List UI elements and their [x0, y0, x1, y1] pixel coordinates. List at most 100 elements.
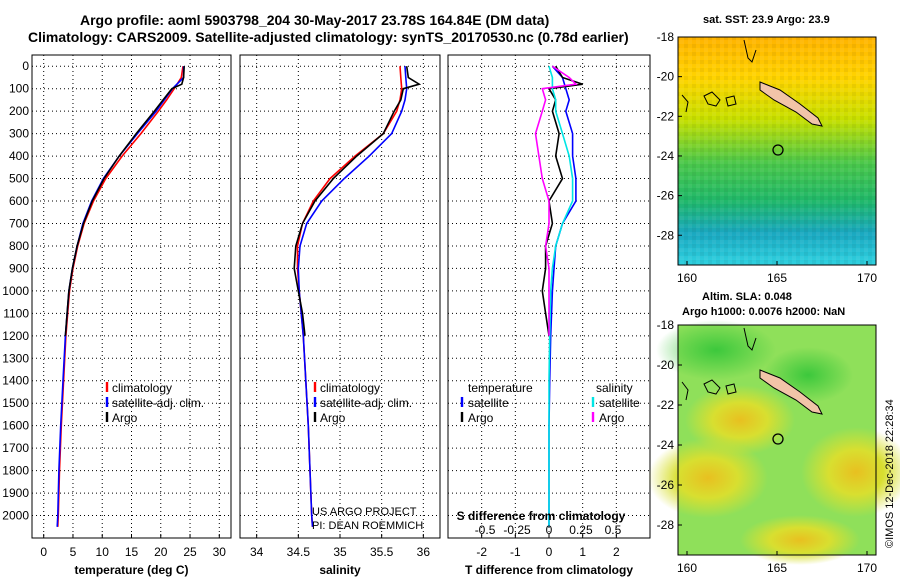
sla-map-axes: 160 165 170 -18 -20 -22 -24 -26 -28	[657, 318, 878, 575]
x-tick-label: 0	[546, 545, 553, 559]
salinity-panel: 34 34.5 35 35.5 36 salinity climatologysatelli…	[239, 54, 441, 577]
x-axis-label: salinity	[319, 563, 361, 577]
sla-map-title-2: Argo h1000: 0.0076 h2000: NaN	[682, 306, 845, 318]
sla-blob-southeast	[801, 427, 900, 517]
map-y-tick-label: -26	[657, 189, 675, 203]
depth-tick-label: 200	[9, 104, 29, 118]
map-y-tick-label: -22	[657, 398, 675, 412]
map-x-tick-label: 170	[857, 561, 877, 575]
series-line-argo	[293, 66, 422, 336]
sla-coastline	[681, 327, 757, 401]
sst-texture	[678, 37, 876, 265]
depth-tick-label: 400	[9, 149, 29, 163]
sst-argo-marker	[772, 144, 784, 156]
x-tick-label: -2	[476, 545, 487, 559]
x-tick-label: 5	[70, 545, 77, 559]
map-x-tick-label: 160	[677, 561, 697, 575]
legend-label: satellite-adj. clim.	[112, 396, 204, 410]
s-tick-label: 0.5	[605, 523, 622, 537]
x-axis-label-top: S difference from climatology	[457, 509, 626, 523]
depth-tick-label: 1000	[2, 284, 29, 298]
x-tick-label: 34.5	[287, 545, 311, 559]
sla-blob-north	[656, 320, 776, 380]
depth-tick-label: 900	[9, 261, 29, 275]
legend-label: Argo	[320, 411, 346, 425]
legend-label: Argo	[112, 411, 138, 425]
x-tick-label: 35.5	[370, 545, 394, 559]
depth-tick-label: 0	[22, 59, 29, 73]
depth-tick-label: 100	[9, 82, 29, 96]
sst-map	[678, 37, 876, 265]
sla-blob-south	[740, 515, 860, 565]
legend-title-salinity: salinity	[596, 381, 633, 395]
x-axis-label: T difference from climatology	[465, 563, 633, 577]
sst-map-title: sat. SST: 23.9 Argo: 23.9	[703, 14, 830, 26]
map-y-tick-label: -20	[657, 358, 675, 372]
series-line-s-satellite	[548, 65, 574, 527]
legend-label: Argo	[599, 411, 625, 425]
map-y-tick-label: -22	[657, 109, 675, 123]
x-tick-label: 2	[613, 545, 620, 559]
series-line-satellite-adj-clim-	[297, 66, 408, 527]
x-tick-label: 1	[579, 545, 586, 559]
depth-tick-label: 300	[9, 127, 29, 141]
series-line-s-argo	[534, 65, 578, 336]
sla-blob-center	[763, 347, 853, 403]
series-line-t-argo	[541, 65, 583, 336]
depth-tick-label: 800	[9, 239, 29, 253]
depth-tick-label: 700	[9, 216, 29, 230]
x-tick-label: 0	[40, 545, 47, 559]
title-line-1: Argo profile: aoml 5903798_204 30-May-20…	[80, 12, 549, 28]
x-tick-label: 10	[96, 545, 110, 559]
depth-tick-label: 500	[9, 172, 29, 186]
s-tick-label: 0.25	[569, 523, 593, 537]
depth-tick-label: 1400	[2, 374, 29, 388]
difference-panel: -2 -1 0 1 2 T difference from climatology temp…	[447, 54, 651, 577]
depth-tick-label: 1800	[2, 464, 29, 478]
x-tick-label: 30	[213, 545, 227, 559]
map-y-tick-label: -26	[657, 478, 675, 492]
credit-pi: PI: DEAN ROEMMICH	[312, 520, 423, 532]
s-tick-label: -0.5	[475, 523, 496, 537]
sla-argo-marker	[772, 433, 784, 445]
depth-tick-label: 1100	[3, 306, 29, 320]
x-tick-label: 15	[125, 545, 139, 559]
s-tick-label: 0	[546, 523, 553, 537]
sla-blob-west	[685, 385, 795, 455]
map-y-tick-label: -24	[657, 438, 675, 452]
legend-label: climatology	[320, 381, 380, 395]
sla-map	[648, 320, 900, 565]
series-line-argo	[64, 66, 185, 336]
sst-new-caledonia	[759, 81, 823, 127]
x-tick-label: 34	[250, 545, 264, 559]
map-x-tick-label: 170	[857, 271, 877, 285]
map-y-tick-label: -18	[657, 318, 675, 332]
x-tick-label: 35	[333, 545, 347, 559]
imos-stamp: ©IMOS 12-Dec-2018 22:28:34	[884, 399, 896, 548]
legend-label: Argo	[468, 411, 494, 425]
map-y-tick-label: -24	[657, 149, 675, 163]
depth-tick-label: 600	[9, 194, 29, 208]
map-y-tick-label: -20	[657, 70, 675, 84]
map-y-tick-label: -28	[657, 518, 675, 532]
legend-label: satellite	[599, 396, 640, 410]
depth-tick-label: 1500	[2, 396, 29, 410]
credit-project: US ARGO PROJECT	[312, 506, 417, 518]
x-tick-label: -1	[510, 545, 521, 559]
map-x-tick-label: 165	[767, 561, 787, 575]
x-tick-label: 25	[183, 545, 197, 559]
title-line-2: Climatology: CARS2009. Satellite-adjuste…	[28, 29, 629, 45]
map-y-tick-label: -28	[657, 228, 675, 242]
sla-new-caledonia	[759, 369, 823, 415]
x-axis-label: temperature (deg C)	[74, 563, 188, 577]
map-y-tick-label: -18	[657, 30, 675, 44]
x-tick-label: 36	[417, 545, 431, 559]
s-tick-label: -0.25	[503, 523, 531, 537]
map-x-tick-label: 160	[677, 271, 697, 285]
depth-tick-label: 1600	[2, 419, 29, 433]
legend-label: climatology	[112, 381, 172, 395]
depth-tick-label: 1200	[2, 329, 29, 343]
depth-tick-label: 1900	[2, 486, 29, 500]
sst-map-axes: 160 165 170 -18 -20 -22 -24 -26 -28	[657, 30, 878, 285]
